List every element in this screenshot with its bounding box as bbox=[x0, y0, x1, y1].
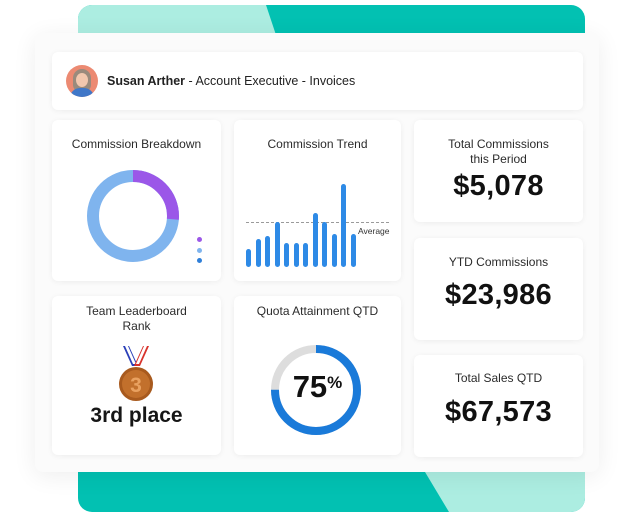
total-commissions-value: $5,078 bbox=[453, 170, 544, 202]
header-text: Susan Arther - Account Executive - Invoi… bbox=[107, 74, 355, 88]
commission-trend-card[interactable]: Commission Trend Average bbox=[234, 120, 401, 281]
legend-dot-light-blue bbox=[197, 248, 202, 253]
card-title: Team Leaderboard bbox=[86, 304, 187, 318]
bar[interactable] bbox=[293, 243, 299, 267]
bar[interactable] bbox=[350, 234, 356, 267]
card-title: Commission Trend bbox=[267, 137, 368, 151]
bar[interactable] bbox=[255, 239, 261, 267]
card-title: YTD Commissions bbox=[448, 255, 549, 269]
bar[interactable] bbox=[265, 236, 270, 267]
total-sales-card[interactable]: Total Sales QTD $67,573 bbox=[414, 355, 583, 457]
card-title: Quota Attainment QTD bbox=[256, 304, 379, 318]
avatar[interactable] bbox=[66, 65, 98, 97]
card-title: Total Commissions bbox=[448, 137, 549, 151]
bar-chart[interactable] bbox=[246, 184, 376, 267]
donut-chart[interactable] bbox=[85, 168, 181, 264]
bar[interactable] bbox=[341, 184, 346, 267]
bar[interactable] bbox=[312, 213, 318, 267]
bar[interactable] bbox=[303, 243, 308, 267]
card-title: Total Sales QTD bbox=[454, 371, 543, 385]
commission-breakdown-card[interactable]: Commission Breakdown bbox=[52, 120, 221, 281]
bar[interactable] bbox=[331, 234, 337, 267]
ytd-commissions-card[interactable]: YTD Commissions $23,986 bbox=[414, 238, 583, 340]
ytd-commissions-value: $23,986 bbox=[445, 279, 552, 311]
user-role: - Account Executive - Invoices bbox=[185, 74, 356, 88]
user-name[interactable]: Susan Arther bbox=[107, 74, 186, 88]
total-sales-value: $67,573 bbox=[445, 396, 552, 428]
average-label: Average bbox=[358, 226, 390, 236]
rank-text: 3rd place bbox=[90, 404, 183, 427]
quota-percent: 75% bbox=[292, 369, 343, 404]
bar[interactable] bbox=[274, 222, 280, 267]
bar[interactable] bbox=[322, 222, 327, 267]
legend-dot-blue bbox=[197, 258, 202, 263]
quota-gauge[interactable] bbox=[269, 343, 363, 437]
decorative-band-bottom bbox=[78, 472, 585, 512]
quota-attainment-card[interactable]: Quota Attainment QTD 75% bbox=[234, 296, 401, 455]
card-subtitle: Rank bbox=[122, 319, 151, 333]
total-commissions-card[interactable]: Total Commissions this Period $5,078 bbox=[414, 120, 583, 222]
card-title: Commission Breakdown bbox=[71, 137, 202, 151]
bronze-medal-icon: 3 bbox=[119, 346, 153, 401]
user-header: Susan Arther - Account Executive - Invoi… bbox=[52, 52, 583, 110]
bar[interactable] bbox=[246, 249, 251, 267]
card-subtitle: this Period bbox=[470, 152, 527, 166]
legend-dot-purple bbox=[197, 237, 202, 242]
average-line bbox=[246, 222, 389, 223]
medal-number: 3 bbox=[130, 374, 142, 397]
bar[interactable] bbox=[284, 243, 289, 267]
leaderboard-card[interactable]: Team Leaderboard Rank 3 3rd place bbox=[52, 296, 221, 455]
